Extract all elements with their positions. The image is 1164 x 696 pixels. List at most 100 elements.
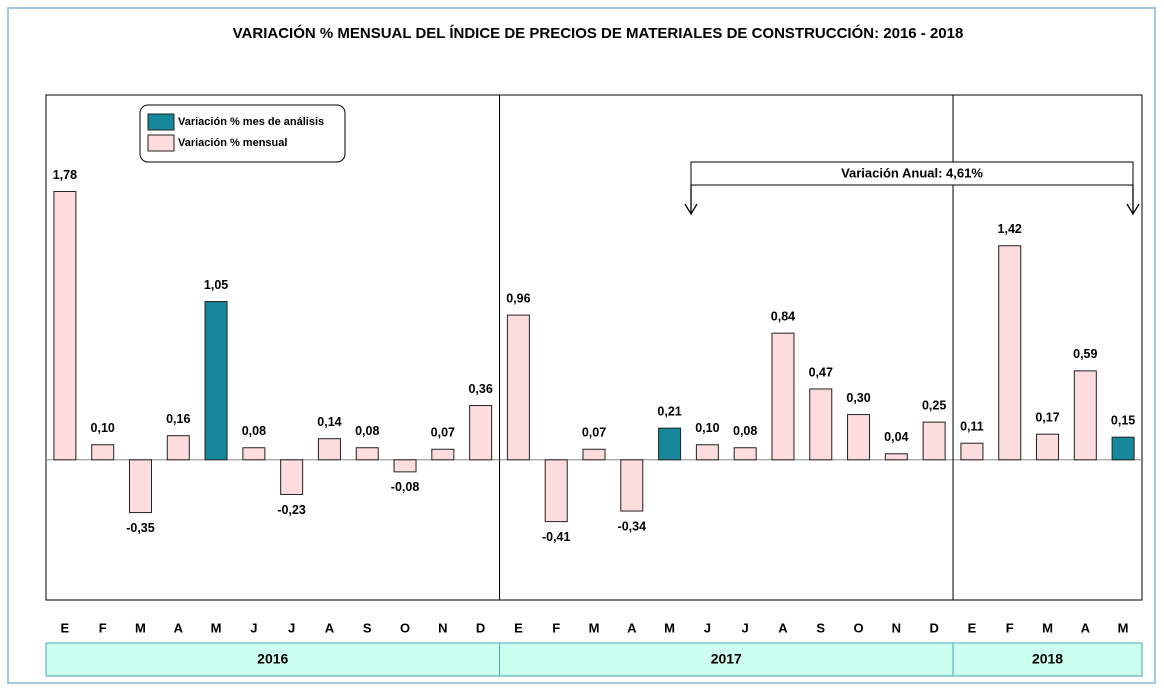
bar <box>280 459 304 495</box>
value-label: 1,78 <box>53 168 77 182</box>
value-label: -0,23 <box>277 503 306 517</box>
x-tick-label: A <box>1081 620 1091 635</box>
x-tick-label: A <box>174 620 184 635</box>
value-label: 0,08 <box>242 424 266 438</box>
bar <box>1111 436 1135 461</box>
year-band <box>499 642 954 677</box>
plot-frame <box>45 94 1143 601</box>
value-label: 0,08 <box>733 424 757 438</box>
x-tick-label: M <box>135 620 146 635</box>
legend-label: Variación % mes de análisis <box>178 116 324 128</box>
value-label: -0,35 <box>126 521 155 535</box>
x-tick-label: F <box>99 620 107 635</box>
bar <box>431 448 455 461</box>
bar <box>1036 433 1060 461</box>
bar <box>809 388 833 461</box>
legend-swatch <box>147 134 175 152</box>
bar <box>544 459 568 523</box>
value-label: 0,07 <box>431 426 455 440</box>
x-tick-label: A <box>325 620 335 635</box>
x-tick-label: D <box>476 620 485 635</box>
legend-swatch <box>147 113 175 131</box>
bar <box>53 190 77 461</box>
value-label: 0,11 <box>960 420 984 434</box>
bar <box>242 447 266 461</box>
x-tick-label: S <box>816 620 825 635</box>
x-tick-label: M <box>1042 620 1053 635</box>
year-label: 2017 <box>711 651 742 667</box>
x-tick-label: N <box>438 620 447 635</box>
value-label: 0,16 <box>166 412 190 426</box>
year-label: 2016 <box>257 651 288 667</box>
value-label: 1,42 <box>998 222 1022 236</box>
annotation-text: Variación Anual: 4,61% <box>841 165 983 180</box>
bar <box>960 442 984 461</box>
bar <box>658 427 682 461</box>
value-label: 0,14 <box>317 415 341 429</box>
x-tick-label: E <box>514 620 523 635</box>
bar <box>847 414 871 461</box>
bar <box>469 405 493 461</box>
value-label: -0,08 <box>391 480 420 494</box>
x-tick-label: N <box>892 620 901 635</box>
value-label: 0,96 <box>506 291 530 305</box>
legend-box <box>139 104 346 163</box>
year-label: 2018 <box>1032 651 1063 667</box>
annotation-arrowhead <box>1126 203 1140 216</box>
x-tick-label: J <box>742 620 749 635</box>
value-label: 0,08 <box>355 424 379 438</box>
x-tick-label: J <box>250 620 257 635</box>
bar <box>771 332 795 461</box>
x-tick-label: S <box>363 620 372 635</box>
bar <box>355 447 379 461</box>
bar <box>204 301 228 461</box>
x-tick-label: E <box>968 620 977 635</box>
value-label: 0,59 <box>1073 347 1097 361</box>
x-tick-label: J <box>288 620 295 635</box>
bar <box>128 459 152 514</box>
x-tick-label: F <box>1006 620 1014 635</box>
x-tick-label: A <box>778 620 788 635</box>
bar <box>922 421 946 461</box>
bar <box>884 453 908 461</box>
value-label: 0,10 <box>91 421 115 435</box>
value-label: 0,25 <box>922 398 946 412</box>
x-tick-label: M <box>211 620 222 635</box>
chart-title: VARIACIÓN % MENSUAL DEL ÍNDICE DE PRECIO… <box>233 24 964 42</box>
x-tick-label: E <box>61 620 70 635</box>
bar <box>393 459 417 473</box>
value-label: 0,84 <box>771 309 795 323</box>
x-tick-label: F <box>552 620 560 635</box>
bar <box>1073 370 1097 461</box>
value-label: 1,05 <box>204 278 228 292</box>
x-tick-label: M <box>664 620 675 635</box>
value-label: 0,30 <box>846 391 870 405</box>
bar <box>998 245 1022 461</box>
bar <box>91 444 115 461</box>
value-label: 0,10 <box>695 421 719 435</box>
value-label: 0,17 <box>1035 410 1059 424</box>
value-label: 0,07 <box>582 426 606 440</box>
x-tick-label: A <box>627 620 637 635</box>
x-tick-label: M <box>589 620 600 635</box>
legend-label: Variación % mensual <box>178 137 287 149</box>
bar <box>733 447 757 461</box>
bar <box>582 448 606 461</box>
bar <box>695 444 719 461</box>
annotation-arrowhead <box>684 203 698 216</box>
x-tick-label: O <box>400 620 410 635</box>
value-label: 0,36 <box>468 382 492 396</box>
x-tick-label: J <box>704 620 711 635</box>
year-band <box>952 642 1143 677</box>
bar <box>620 459 644 512</box>
annotation-box <box>690 161 1134 186</box>
bar <box>506 314 530 461</box>
value-label: -0,34 <box>618 519 647 533</box>
value-label: -0,41 <box>542 530 571 544</box>
value-label: 0,04 <box>884 430 908 444</box>
x-tick-label: M <box>1118 620 1129 635</box>
x-tick-label: D <box>929 620 938 635</box>
value-label: 0,47 <box>809 365 833 379</box>
x-tick-label: O <box>853 620 863 635</box>
